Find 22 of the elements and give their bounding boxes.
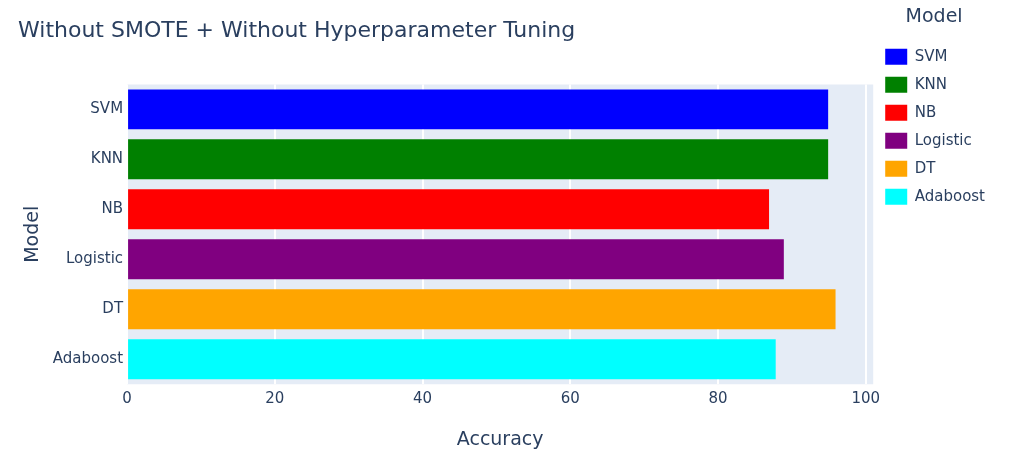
y-axis-title: Model <box>20 205 43 263</box>
legend-label: DT <box>914 158 937 177</box>
chart-title: Without SMOTE + Without Hyperparameter Tuning <box>18 16 576 42</box>
x-tick-label: 60 <box>560 389 580 408</box>
legend-title: Model <box>905 4 963 27</box>
x-tick-label: 100 <box>851 389 881 408</box>
legend-label: Adaboost <box>914 186 986 205</box>
legend-label: SVM <box>914 46 948 65</box>
y-tick-label: Adaboost <box>52 349 124 368</box>
y-tick-label: NB <box>101 199 124 218</box>
x-tick-label: 80 <box>708 389 728 408</box>
y-tick-label: KNN <box>90 149 124 168</box>
y-tick-label: Logistic <box>66 249 124 268</box>
y-tick-label: DT <box>102 299 124 318</box>
x-tick-label: 20 <box>265 389 285 408</box>
legend-label: NB <box>914 102 937 121</box>
x-tick-label: 40 <box>413 389 433 408</box>
x-axis-title: Accuracy <box>456 426 544 449</box>
legend-label: KNN <box>914 74 947 93</box>
x-tick-label: 0 <box>122 389 132 408</box>
legend-label: Logistic <box>914 130 972 149</box>
y-tick-label: SVM <box>90 99 124 118</box>
